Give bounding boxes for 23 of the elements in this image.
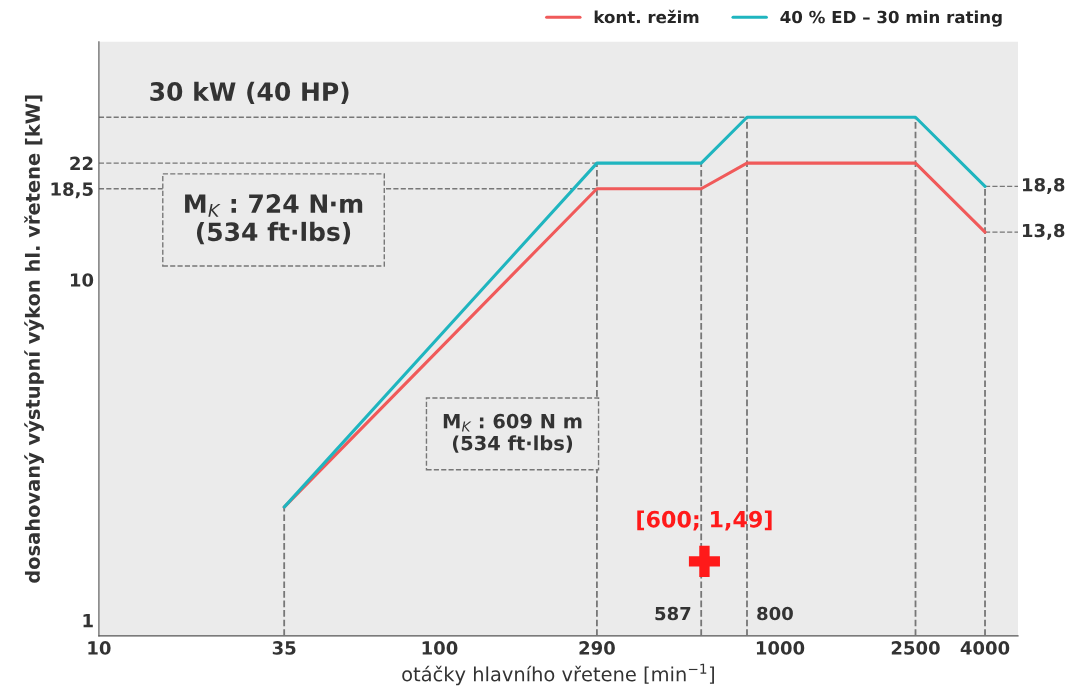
ref-line-label: 30 kW (40 HP): [150, 81, 349, 104]
y-axis-title: dosahovaný výstupní výkon hl. vřetene [kW]: [24, 95, 44, 583]
x-tick-label: 290: [579, 641, 615, 655]
annotation: M$_{K}$ : 724 N·m (534 ft·lbs): [185, 194, 363, 245]
y-tick-label: 10: [70, 273, 94, 287]
x-tick-label: 1000: [756, 641, 805, 655]
annotation: [600; 1,49]: [637, 510, 772, 531]
legend-label: 40 % ED – 30 min rating: [780, 10, 1002, 27]
x-tick-label: 4000: [960, 641, 1010, 655]
ref-line-label: 18,8: [1022, 177, 1065, 194]
y-tick-label: 1: [83, 614, 93, 628]
annotation: 800: [757, 606, 793, 621]
legend-label: kont. režim: [594, 9, 699, 24]
annotation: 587: [655, 606, 691, 621]
y-tick-label: 18,5: [51, 182, 93, 199]
ref-line-label: 13,8: [1022, 223, 1065, 240]
annotation: M$_{K}$ : 609 N m (534 ft·lbs): [443, 413, 582, 453]
y-tick-label: 22: [70, 156, 93, 170]
x-axis-title: otáčky hlavního vřetene [min$^{−1}$]: [402, 663, 714, 686]
x-tick-label: 35: [272, 641, 296, 655]
x-tick-label: 2500: [891, 641, 940, 655]
x-tick-label: 10: [88, 641, 111, 655]
x-tick-label: 100: [422, 641, 458, 655]
